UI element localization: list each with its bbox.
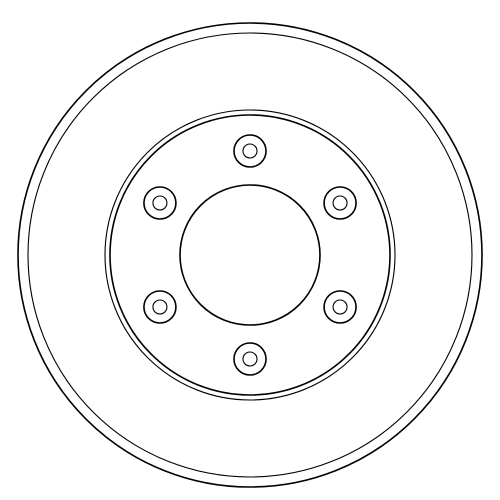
outer-rim-inner — [28, 33, 472, 477]
bolt-hole-inner — [153, 196, 167, 210]
bolt-hole-inner — [243, 144, 257, 158]
bolt-hole-outer — [144, 291, 176, 323]
friction-surface-inner — [105, 110, 395, 400]
bolt-hole-outer — [324, 291, 356, 323]
bolt-hole-outer — [144, 187, 176, 219]
bolt-hole-inner — [153, 300, 167, 314]
hat-outer-edge — [110, 115, 390, 395]
bolt-hole-outer — [234, 343, 266, 375]
bolt-hole-pattern — [144, 135, 356, 375]
brake-rotor-diagram — [0, 0, 500, 500]
bolt-hole-outer — [324, 187, 356, 219]
bolt-hole-inner — [243, 352, 257, 366]
center-bore — [180, 185, 320, 325]
bolt-hole-inner — [333, 300, 347, 314]
outer-disc-edge — [18, 23, 482, 487]
bolt-hole-inner — [333, 196, 347, 210]
bolt-hole-outer — [234, 135, 266, 167]
